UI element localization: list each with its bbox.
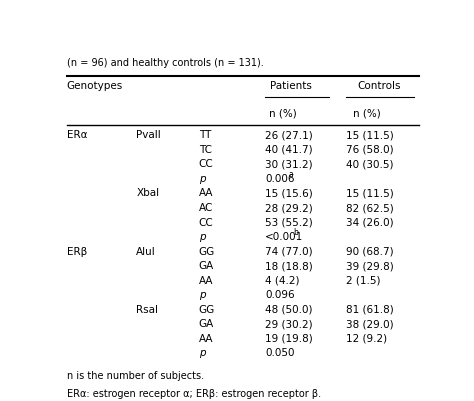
Text: p: p	[199, 348, 205, 358]
Text: 53 (55.2): 53 (55.2)	[265, 217, 313, 227]
Text: AA: AA	[199, 188, 213, 198]
Text: n (%): n (%)	[269, 108, 296, 118]
Text: a: a	[289, 170, 293, 179]
Text: 34 (26.0): 34 (26.0)	[346, 217, 393, 227]
Text: 15 (11.5): 15 (11.5)	[346, 130, 393, 140]
Text: CC: CC	[199, 159, 214, 169]
Text: n is the number of subjects.: n is the number of subjects.	[66, 370, 204, 380]
Text: 12 (9.2): 12 (9.2)	[346, 333, 387, 343]
Text: 38 (29.0): 38 (29.0)	[346, 319, 393, 328]
Text: ERα: estrogen receptor α; ERβ: estrogen receptor β.: ERα: estrogen receptor α; ERβ: estrogen …	[66, 388, 321, 398]
Text: b: b	[293, 228, 299, 237]
Text: GG: GG	[199, 246, 215, 256]
Text: 30 (31.2): 30 (31.2)	[265, 159, 312, 169]
Text: AluI: AluI	[137, 246, 156, 256]
Text: RsaI: RsaI	[137, 304, 158, 314]
Text: Controls: Controls	[357, 81, 401, 91]
Text: 76 (58.0): 76 (58.0)	[346, 144, 393, 154]
Text: 15 (11.5): 15 (11.5)	[346, 188, 393, 198]
Text: 40 (30.5): 40 (30.5)	[346, 159, 393, 169]
Text: PvaII: PvaII	[137, 130, 161, 140]
Text: 15 (15.6): 15 (15.6)	[265, 188, 313, 198]
Text: 82 (62.5): 82 (62.5)	[346, 203, 393, 213]
Text: AA: AA	[199, 333, 213, 343]
Text: 18 (18.8): 18 (18.8)	[265, 261, 313, 271]
Text: 0.006: 0.006	[265, 174, 294, 183]
Text: 4 (4.2): 4 (4.2)	[265, 275, 300, 285]
Text: 19 (19.8): 19 (19.8)	[265, 333, 313, 343]
Text: ERβ: ERβ	[66, 246, 87, 256]
Text: 29 (30.2): 29 (30.2)	[265, 319, 312, 328]
Text: GG: GG	[199, 304, 215, 314]
Text: XbaI: XbaI	[137, 188, 160, 198]
Text: p: p	[199, 231, 205, 241]
Text: CC: CC	[199, 217, 214, 227]
Text: (n = 96) and healthy controls (n = 131).: (n = 96) and healthy controls (n = 131).	[66, 57, 264, 67]
Text: p: p	[199, 290, 205, 300]
Text: 81 (61.8): 81 (61.8)	[346, 304, 393, 314]
Text: AC: AC	[199, 203, 213, 213]
Text: Genotypes: Genotypes	[66, 81, 123, 91]
Text: p: p	[199, 174, 205, 183]
Text: 28 (29.2): 28 (29.2)	[265, 203, 313, 213]
Text: 0.096: 0.096	[265, 290, 294, 300]
Text: GA: GA	[199, 319, 214, 328]
Text: <0.001: <0.001	[265, 231, 303, 241]
Text: TC: TC	[199, 144, 212, 154]
Text: 90 (68.7): 90 (68.7)	[346, 246, 393, 256]
Text: 74 (77.0): 74 (77.0)	[265, 246, 312, 256]
Text: 40 (41.7): 40 (41.7)	[265, 144, 312, 154]
Text: TT: TT	[199, 130, 211, 140]
Text: Patients: Patients	[270, 81, 311, 91]
Text: 39 (29.8): 39 (29.8)	[346, 261, 393, 271]
Text: 26 (27.1): 26 (27.1)	[265, 130, 313, 140]
Text: GA: GA	[199, 261, 214, 271]
Text: 2 (1.5): 2 (1.5)	[346, 275, 380, 285]
Text: n (%): n (%)	[353, 108, 381, 118]
Text: 48 (50.0): 48 (50.0)	[265, 304, 312, 314]
Text: 0.050: 0.050	[265, 348, 294, 358]
Text: AA: AA	[199, 275, 213, 285]
Text: ERα: ERα	[66, 130, 87, 140]
